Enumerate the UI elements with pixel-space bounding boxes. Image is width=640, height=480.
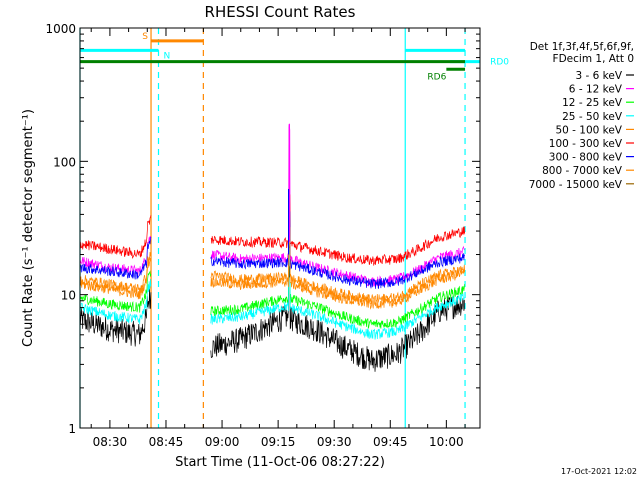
legend-label: 100 - 300 keV — [549, 138, 623, 150]
y-tick-label: 1000 — [45, 22, 76, 36]
series-line — [79, 236, 152, 280]
series-layer — [79, 123, 466, 372]
series-line — [79, 251, 152, 294]
state-bar-label: N — [164, 51, 171, 61]
series-line — [210, 261, 466, 372]
timestamp: 17-Oct-2021 12:02 — [561, 467, 637, 476]
y-tick-label: 100 — [53, 155, 76, 169]
state-bar-label: RD0 — [490, 58, 509, 68]
series-line — [79, 278, 152, 325]
series-line — [210, 188, 466, 266]
series-line — [210, 248, 465, 340]
x-tick-label: 09:00 — [205, 435, 240, 449]
series-line — [79, 235, 152, 277]
axes: 1 10 100 1000 08:30 08:45 09:00 09:15 09:30 09:45… — [45, 22, 480, 449]
series-line — [210, 242, 466, 329]
legend-header: Det 1f,3f,4f,5f,6f,9f, — [530, 41, 634, 53]
x-tick-label: 08:45 — [149, 435, 184, 449]
x-tick-label: 09:45 — [373, 435, 408, 449]
x-tick-label: 08:30 — [93, 435, 128, 449]
legend-label: 300 - 800 keV — [549, 152, 623, 164]
legend-label: 7000 - 15000 keV — [529, 179, 623, 191]
legend-label: 25 - 50 keV — [562, 111, 623, 123]
y-tick-label: 1 — [68, 422, 76, 436]
x-tick-label: 10:00 — [429, 435, 464, 449]
attenuator-bars: S N RD0 RD6 — [80, 32, 509, 82]
state-bar-label: S — [142, 32, 148, 42]
legend: Det 1f,3f,4f,5f,6f,9f,FDecim 1, Att 0 3 -… — [529, 41, 634, 191]
legend-label: 800 - 7000 keV — [542, 165, 623, 177]
legend-label: 12 - 25 keV — [562, 97, 623, 109]
x-axis-label: Start Time (11-Oct-06 08:27:22) — [175, 455, 385, 470]
legend-label: 3 - 6 keV — [575, 70, 622, 82]
x-tick-label: 09:15 — [261, 435, 296, 449]
legend-header: FDecim 1, Att 0 — [553, 53, 634, 65]
series-line — [79, 215, 152, 260]
series-line — [210, 123, 465, 287]
state-bar-label: RD6 — [427, 72, 446, 82]
y-axis-label: Count Rate (s⁻¹ detector segment⁻¹) — [21, 109, 36, 347]
series-line — [210, 226, 466, 305]
chart-title: RHESSI Count Rates — [205, 3, 356, 21]
legend-label: 6 - 12 keV — [569, 84, 623, 96]
series-line — [79, 288, 152, 347]
x-tick-label: 09:30 — [317, 435, 352, 449]
series-line — [79, 258, 152, 300]
y-tick-label: 10 — [61, 289, 76, 303]
series-line — [210, 208, 466, 290]
series-line — [79, 270, 152, 313]
plot-frame — [79, 27, 481, 429]
legend-label: 50 - 100 keV — [555, 124, 622, 136]
